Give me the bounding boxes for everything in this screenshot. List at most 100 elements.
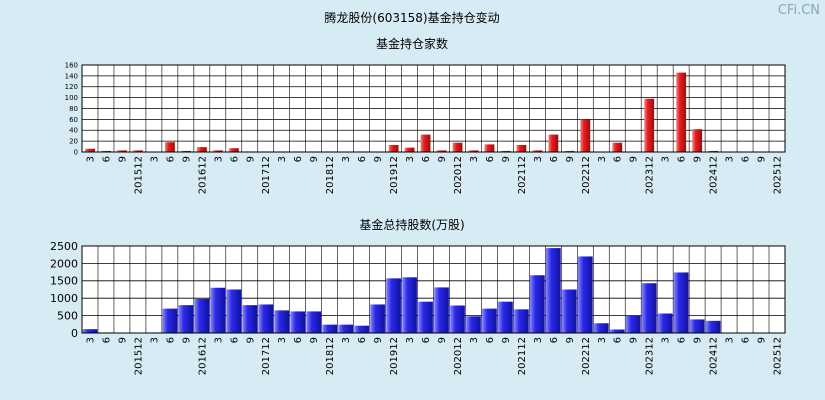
x-tick-label: 202112 [517, 337, 528, 375]
bar: 201912: 13 [388, 144, 399, 152]
bar: 202212: 60 [580, 119, 591, 152]
bar: 201712: 820 [258, 304, 274, 333]
x-tick-label: 3 [469, 156, 480, 162]
x-tick-label: 6 [485, 337, 496, 343]
x-tick-label: 3 [149, 156, 160, 162]
y-tick-label: 2500 [50, 240, 78, 253]
bar: 202109: 2 [500, 150, 511, 152]
x-tick-label: 202212 [581, 156, 592, 194]
x-tick-label: 3 [405, 337, 416, 343]
chart2-title: 基金总持股数(万股) [359, 217, 464, 232]
x-tick-label: 9 [117, 156, 128, 162]
x-tick-label: 6 [613, 156, 624, 162]
x-tick-label: 201812 [325, 337, 336, 375]
bar: 201706: 1250 [226, 289, 242, 333]
bar: 201606: 700 [162, 308, 178, 333]
x-tick-label: 6 [741, 156, 752, 162]
x-tick-label: 6 [229, 156, 240, 162]
x-tick-label: 3 [277, 337, 288, 343]
x-tick-label: 9 [629, 156, 640, 162]
x-tick-label: 202012 [453, 156, 464, 194]
x-tick-label: 201512 [133, 337, 144, 375]
bar: 201909: 820 [370, 304, 385, 333]
x-tick-label: 202412 [709, 156, 720, 194]
x-tick-label: 3 [85, 337, 96, 343]
bar: 202006: 900 [418, 301, 433, 333]
bar: 201609: 2 [180, 150, 191, 152]
x-tick-label: 3 [597, 156, 608, 162]
x-tick-label: 201912 [389, 337, 400, 375]
bar: 201703: 3 [212, 150, 223, 152]
bar: 201803: 650 [274, 310, 290, 333]
x-tick-label: 202212 [581, 337, 592, 375]
bar: 202209: 1250 [561, 289, 577, 333]
x-tick-label: 6 [613, 337, 624, 343]
x-tick-label: 6 [549, 156, 560, 162]
chart1-title: 基金持仓家数 [376, 36, 448, 51]
bar: 202009: 3 [436, 150, 447, 152]
y-tick-label: 100 [65, 94, 78, 102]
x-tick-label: 9 [245, 337, 256, 343]
x-tick-label: 9 [181, 337, 192, 343]
x-tick-label: 9 [309, 337, 320, 343]
bar: 202006: 32 [420, 134, 431, 152]
bar: 201612: 9 [196, 147, 207, 152]
x-tick-label: 3 [213, 156, 224, 162]
x-tick-label: 9 [117, 337, 128, 343]
bar: 202403: 560 [657, 313, 673, 333]
y-tick-label: 0 [71, 327, 78, 340]
y-tick-label: 500 [57, 309, 78, 322]
x-tick-label: 6 [229, 337, 240, 343]
bar: 202106: 700 [482, 308, 497, 333]
x-tick-label: 6 [357, 156, 368, 162]
bar: 202206: 2440 [545, 248, 561, 333]
bar: 202106: 14 [484, 144, 495, 152]
x-tick-label: 6 [549, 337, 560, 343]
bar: 201706: 7 [228, 148, 239, 152]
chart2-plot: 05001000150020002500201503: 110201506: 1… [50, 240, 786, 375]
x-tick-label: 9 [629, 337, 640, 343]
bar: 202406: 146 [676, 72, 687, 152]
x-tick-label: 3 [597, 337, 608, 343]
bar: 202003: 1600 [402, 277, 417, 333]
bar: 202312: 98 [644, 98, 655, 152]
x-tick-label: 3 [341, 156, 352, 162]
x-tick-label: 3 [341, 337, 352, 343]
bar: 202103: 480 [466, 316, 481, 333]
x-tick-label: 201612 [197, 337, 208, 375]
x-tick-label: 9 [181, 156, 192, 162]
y-tick-label: 120 [65, 83, 78, 91]
y-tick-label: 20 [69, 138, 78, 146]
x-tick-label: 202512 [773, 337, 784, 375]
bar: 201509: 3 [116, 150, 127, 152]
x-tick-label: 6 [293, 337, 304, 343]
x-tick-label: 202512 [773, 156, 784, 194]
bar: 202112: 680 [514, 309, 529, 333]
bar: 202212: 2200 [577, 256, 593, 333]
x-tick-label: 9 [309, 156, 320, 162]
y-tick-label: 60 [69, 116, 78, 124]
x-tick-label: 9 [437, 156, 448, 162]
bar: 202409: 390 [689, 319, 705, 333]
y-tick-label: 1500 [50, 275, 78, 288]
x-tick-label: 6 [677, 337, 688, 343]
bar: 201612: 980 [194, 298, 210, 333]
x-tick-label: 9 [501, 337, 512, 343]
bar: 202312: 1430 [641, 283, 657, 333]
x-tick-label: 9 [565, 337, 576, 343]
bar: 201503: 110 [82, 329, 98, 333]
x-tick-label: 201612 [197, 156, 208, 194]
bar: 201503: 6 [85, 148, 95, 152]
y-tick-label: 0 [74, 148, 78, 156]
plot-border [81, 64, 786, 153]
x-tick-label: 9 [373, 337, 384, 343]
x-tick-label: 3 [405, 156, 416, 162]
y-tick-label: 40 [69, 127, 78, 135]
x-tick-label: 9 [501, 156, 512, 162]
bar: 202412: 350 [705, 320, 721, 333]
x-tick-label: 201912 [389, 156, 400, 194]
y-tick-label: 80 [69, 105, 78, 113]
bar: 202409: 42 [692, 129, 703, 152]
